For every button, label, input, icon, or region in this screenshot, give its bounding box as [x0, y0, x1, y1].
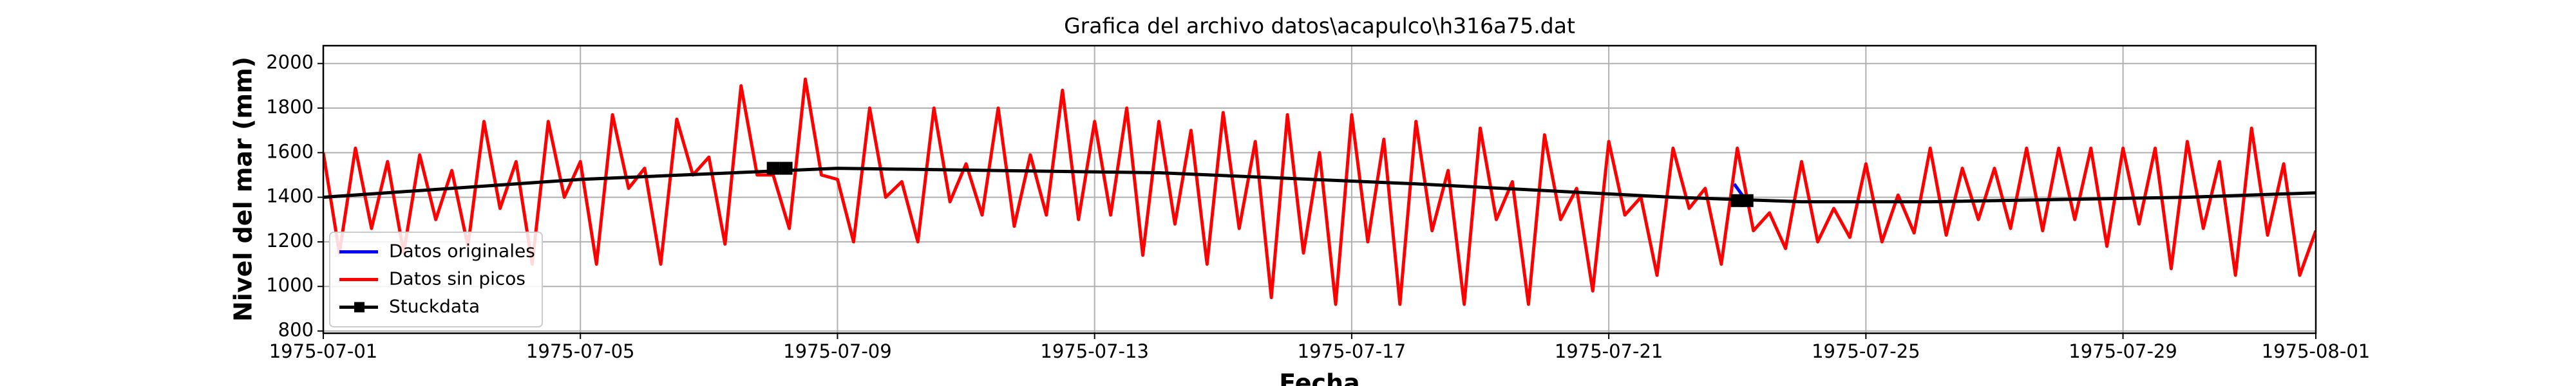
x-tick-label: 1975-07-29 — [2069, 340, 2177, 362]
y-tick-label: 1800 — [266, 96, 314, 118]
y-tick-label: 1600 — [266, 140, 314, 162]
chart-title: Grafica del archivo datos\acapulco\h316a… — [1064, 14, 1575, 39]
x-tick-label: 1975-08-01 — [2262, 340, 2371, 362]
plot-frame — [322, 44, 2317, 335]
legend-label: Stuckdata — [389, 296, 480, 317]
marker — [766, 161, 780, 175]
legend-box — [329, 232, 543, 327]
data-line — [323, 167, 2316, 204]
x-tick-label: 1975-07-01 — [269, 340, 378, 362]
x-tick-label: 1975-07-17 — [1298, 340, 1406, 362]
legend-label: Datos sin picos — [389, 268, 526, 290]
legend-marker — [354, 302, 365, 313]
y-tick-label: 800 — [278, 319, 314, 341]
plot-area — [323, 77, 2316, 306]
x-tick-label: 1975-07-09 — [783, 340, 892, 362]
x-tick-label: 1975-07-25 — [1812, 340, 1920, 362]
y-tick-label: 1400 — [266, 185, 314, 207]
y-tick-label: 2000 — [266, 51, 314, 73]
marker — [779, 161, 793, 175]
x-axis-label: Fecha — [1279, 369, 1359, 386]
y-axis-label: Nivel del mar (mm) — [229, 57, 258, 322]
x-tick-label: 1975-07-13 — [1040, 340, 1149, 362]
legend-label: Datos originales — [389, 241, 535, 262]
marker — [1740, 194, 1754, 207]
x-tick-label: 1975-07-05 — [526, 340, 635, 362]
y-tick-label: 1000 — [266, 274, 314, 296]
data-line — [323, 77, 2316, 306]
x-tick-label: 1975-07-21 — [1555, 340, 1663, 362]
y-tick-label: 1200 — [266, 230, 314, 252]
